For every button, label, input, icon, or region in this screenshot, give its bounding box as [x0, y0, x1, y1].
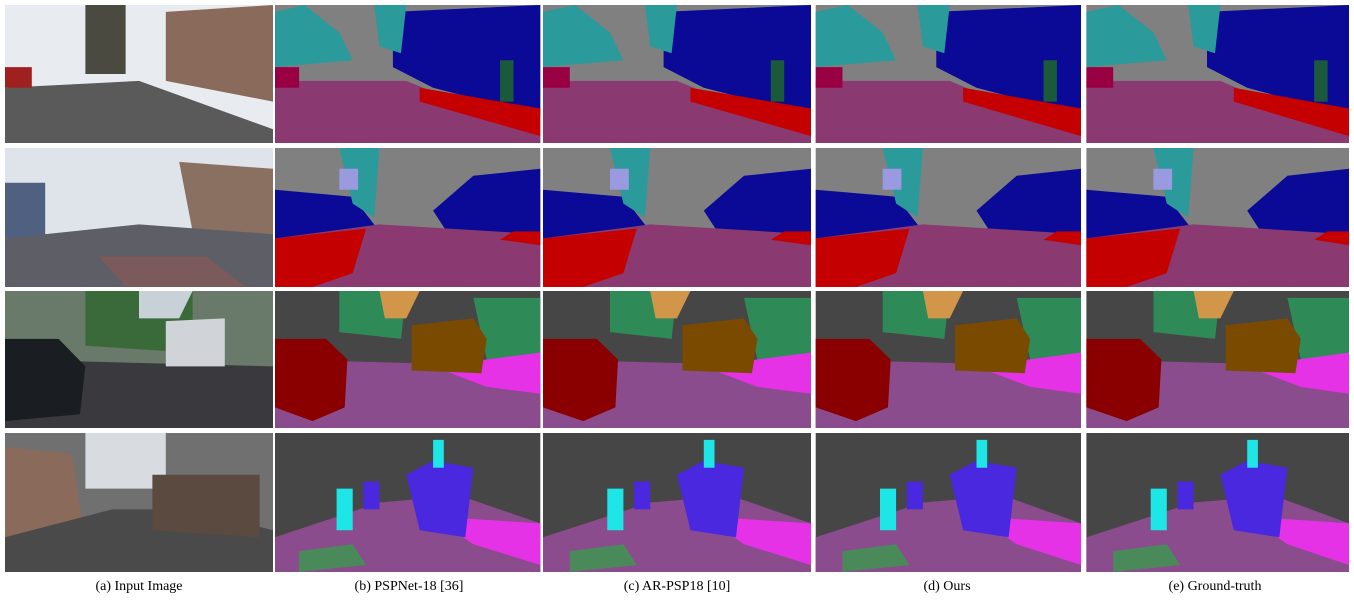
segment-region — [682, 318, 757, 373]
caption: (c) AR-PSP18 [10] — [624, 579, 731, 594]
segment-region — [907, 482, 923, 510]
segment-region — [1086, 339, 1161, 421]
segment-region — [1151, 489, 1167, 531]
segment-region — [607, 489, 623, 531]
photo-region — [152, 475, 259, 538]
segment-region — [634, 482, 650, 510]
photo-region — [5, 183, 45, 239]
segment-region — [977, 440, 988, 468]
photo-region — [85, 5, 125, 74]
segment-region — [771, 60, 784, 101]
segment-region — [1178, 482, 1194, 510]
segment-region — [1153, 169, 1172, 190]
segment-region — [704, 440, 715, 468]
segment-region — [412, 318, 487, 373]
caption: (e) Ground-truth — [1169, 579, 1262, 594]
segment-region — [880, 489, 896, 531]
segment-region — [275, 67, 299, 88]
caption: (b) PSPNet-18 [36] — [355, 579, 464, 594]
segment-region — [1314, 60, 1327, 101]
segment-region — [363, 482, 379, 510]
segment-region — [500, 60, 513, 101]
panel-grid — [5, 5, 1349, 572]
segment-region — [816, 67, 843, 88]
segment-region — [433, 440, 444, 468]
segment-region — [1247, 440, 1258, 468]
segment-region — [275, 339, 347, 421]
segment-region — [339, 169, 358, 190]
segment-region — [610, 169, 629, 190]
segment-region — [955, 318, 1030, 373]
photo-region — [166, 318, 225, 366]
segment-region — [1226, 318, 1301, 373]
caption: (d) Ours — [923, 579, 970, 594]
segment-region — [1086, 67, 1113, 88]
figure: (a) Input Image (b) PSPNet-18 [36] (c) AR-… — [0, 0, 1354, 601]
segment-region — [1044, 60, 1057, 101]
segment-region — [883, 169, 902, 190]
segment-region — [816, 339, 891, 421]
segment-region — [543, 67, 570, 88]
segment-region — [543, 339, 618, 421]
captions: (a) Input Image (b) PSPNet-18 [36] (c) AR-… — [95, 579, 1261, 594]
caption: (a) Input Image — [95, 579, 182, 594]
segment-region — [337, 489, 353, 531]
photo-region — [179, 162, 273, 239]
photo-region — [5, 67, 32, 88]
